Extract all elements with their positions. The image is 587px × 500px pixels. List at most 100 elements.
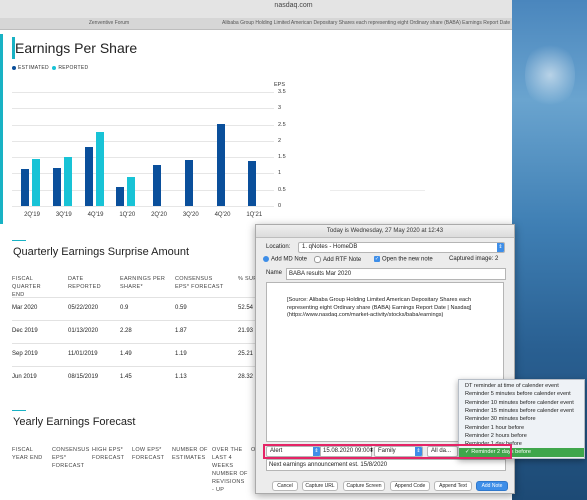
annotation-highlight: [263, 444, 512, 459]
stepper-icon[interactable]: ⬍: [369, 448, 375, 454]
x-tick-label: 1Q'20: [119, 212, 136, 218]
eps-chart: 0 0.5 1 1.5 2 2.5 3 3.5 2Q'19 3Q'19 4Q'19 1Q'20 2Q'2…: [12, 78, 286, 223]
reminder-menu-item[interactable]: Reminder 2 hours before: [465, 432, 527, 439]
calendar-select[interactable]: Family ⇕: [374, 446, 423, 457]
x-tick-label: 2Q'20: [151, 212, 167, 218]
reported-dot-icon: [52, 65, 57, 70]
add-md-note-radio[interactable]: Add MD Note: [263, 256, 307, 263]
reported-bar[interactable]: [127, 176, 136, 206]
estimated-bar[interactable]: [153, 164, 161, 206]
y-tick-label: 1: [278, 170, 282, 177]
table-cell: Sep 2019: [12, 351, 38, 357]
table-cell: 1.87: [175, 328, 187, 334]
y-tick-label: 0: [278, 203, 282, 209]
quarterly-title: Quarterly Earnings Surprise Amount: [13, 246, 190, 258]
calendar-value: Family: [378, 448, 396, 454]
col-fiscal-quarter-end: FISCAL QUARTER END: [12, 276, 41, 298]
col-consensus-forecast: CONSENSUS EPS* FORECAST: [175, 276, 224, 290]
x-tick-label: 2Q'19: [24, 212, 40, 218]
location-select[interactable]: 1. qNotes - HomeDB ⇕: [298, 242, 505, 253]
x-tick-label: 4Q'20: [214, 212, 231, 218]
reported-bar[interactable]: [32, 158, 40, 206]
table-cell: 1.49: [120, 351, 132, 357]
table-cell: 0.59: [175, 305, 187, 311]
chevron-updown-icon: ⇕: [313, 447, 320, 456]
tab-bar: Zenventive Forum Alibaba Group Holding L…: [0, 18, 587, 30]
ycol-high: HIGH EPS* FORECAST: [92, 447, 125, 461]
ycol-consensus: CONSENSUS EPS* FORECAST: [52, 447, 90, 469]
radio-off-icon: [314, 256, 321, 263]
note-body-textarea[interactable]: [Source: Alibaba Group Holding Limited A…: [266, 282, 504, 442]
append-code-button[interactable]: Append Code: [390, 481, 430, 491]
y-tick-label: 2: [278, 137, 282, 144]
row-divider: [12, 366, 258, 367]
gridline: [12, 92, 274, 93]
table-cell: 08/15/2019: [68, 374, 99, 380]
cancel-button[interactable]: Cancel: [272, 481, 298, 491]
ycol-low: LOW EPS* FORECAST: [132, 447, 165, 461]
capture-url-button[interactable]: Capture URL: [302, 481, 338, 491]
append-text-button[interactable]: Append Text: [434, 481, 472, 491]
open-new-note-checkbox[interactable]: ✓ Open the new note: [374, 256, 433, 263]
estimated-bar[interactable]: [52, 167, 61, 206]
reminder-menu-item[interactable]: Reminder 15 minutes before calender even…: [465, 407, 574, 414]
table-cell: 11/01/2019: [68, 351, 98, 357]
y-tick-label: 1.5: [278, 154, 286, 161]
alert-type-value: Alert: [270, 448, 283, 454]
table-cell: 1.45: [120, 374, 132, 380]
reminder-menu-item[interactable]: Reminder 1 hour before: [465, 424, 525, 431]
allday-select[interactable]: All da...: [427, 446, 458, 457]
table-cell: 1.19: [175, 351, 187, 357]
row-divider: [12, 343, 258, 344]
table-cell: 52.54: [238, 305, 254, 311]
table-cell: 1.13: [175, 374, 187, 380]
col-date-reported: DATE REPORTED: [68, 276, 101, 290]
section-accent-bar: [0, 34, 3, 224]
reported-bar[interactable]: [95, 131, 104, 206]
tab-nasdaq-baba[interactable]: Alibaba Group Holding Limited American D…: [222, 20, 512, 26]
table-cell: 28.32: [238, 374, 254, 380]
address-bar[interactable]: nasdaq.com: [274, 2, 313, 9]
next-announcement-input[interactable]: Next earnings announcement est. 15/8/202…: [266, 459, 506, 471]
x-tick-label: 3Q'19: [55, 212, 72, 218]
y-axis-label: EPS: [274, 82, 286, 88]
estimated-bar[interactable]: [248, 161, 257, 206]
estimated-bar[interactable]: [84, 147, 93, 206]
title-accent-bar: [12, 37, 15, 59]
wallpaper-highlight: [525, 40, 575, 110]
table-cell: 2.28: [120, 328, 132, 334]
alert-datetime-input[interactable]: 15.08.2020 09:00: [320, 446, 372, 457]
checkmark-icon: ✓: [374, 256, 380, 262]
add-note-button[interactable]: Add Note: [476, 481, 508, 491]
reminder-menu-item[interactable]: Reminder 5 minutes before calender event: [465, 391, 571, 398]
tab-zenventive[interactable]: Zenventive Forum: [88, 20, 130, 26]
reminder-menu-item[interactable]: DT reminder at time of calender event: [465, 383, 559, 389]
dialog-title: Today is Wednesday, 27 May 2020 at 12:43: [256, 225, 514, 238]
y-tick-label: 3: [278, 105, 282, 112]
widget-placeholder: [330, 190, 425, 191]
yearly-title: Yearly Earnings Forecast: [13, 416, 136, 428]
reminder-menu-item[interactable]: Reminder 30 minutes before: [465, 416, 536, 423]
estimated-dot-icon: [12, 65, 16, 70]
gridline: [12, 108, 274, 110]
name-input[interactable]: BABA results Mar 2020: [286, 268, 506, 280]
col-surprise: % SUR: [238, 276, 258, 282]
y-tick-label: 0.5: [278, 186, 286, 193]
row-divider: [12, 297, 258, 298]
estimated-bar[interactable]: [184, 159, 193, 206]
reminder-menu-item[interactable]: ✓ Reminder 2 days before: [459, 448, 584, 457]
capture-screen-button[interactable]: Capture Screen: [343, 481, 385, 491]
estimated-bar[interactable]: [116, 186, 125, 206]
add-rtf-note-radio[interactable]: Add RTF Note: [314, 256, 361, 263]
reported-bar[interactable]: [63, 157, 72, 206]
table-cell: Mar 2020: [12, 305, 38, 311]
ycol-fiscal-year-end: FISCAL YEAR END: [12, 447, 43, 461]
gridline: [12, 140, 274, 142]
table-cell: Dec 2019: [12, 328, 38, 334]
gridline: [12, 173, 274, 175]
table-cell: Jun 2019: [12, 374, 37, 380]
location-value: 1. qNotes - HomeDB: [302, 244, 358, 250]
reminder-menu-item[interactable]: Reminder 10 minutes before calender even…: [465, 399, 574, 406]
estimated-bar[interactable]: [216, 123, 225, 206]
estimated-bar[interactable]: [21, 169, 29, 206]
